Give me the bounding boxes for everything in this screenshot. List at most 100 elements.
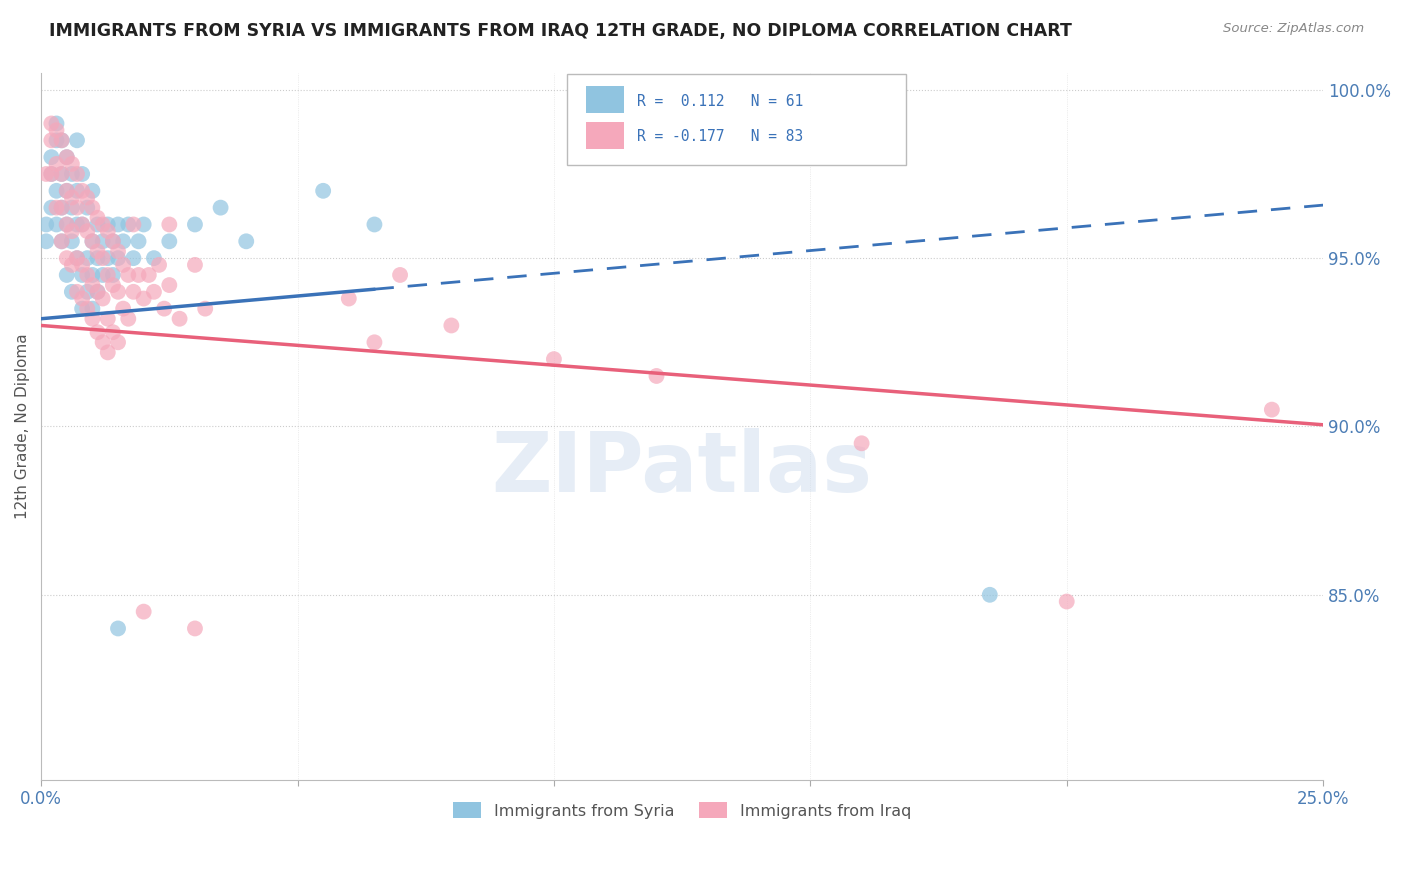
- Point: [82, 235, 104, 249]
- Point: [51, 167, 73, 181]
- Point: [66, 167, 89, 181]
- Point: [157, 278, 180, 293]
- Point: [70, 258, 93, 272]
- Point: [60, 285, 83, 299]
- Point: [41, 150, 63, 164]
- Point: [60, 157, 83, 171]
- Point: [86, 325, 108, 339]
- Point: [66, 251, 89, 265]
- Point: [169, 311, 191, 326]
- Point: [45, 123, 67, 137]
- Point: [82, 268, 104, 282]
- Point: [86, 244, 108, 259]
- Point: [55, 150, 77, 164]
- Point: [128, 268, 150, 282]
- Point: [66, 201, 89, 215]
- Point: [86, 251, 108, 265]
- Point: [645, 368, 668, 383]
- Point: [45, 116, 67, 130]
- Point: [91, 268, 114, 282]
- Point: [55, 184, 77, 198]
- Point: [82, 278, 104, 293]
- Point: [60, 235, 83, 249]
- Point: [51, 133, 73, 147]
- Point: [157, 235, 180, 249]
- Point: [86, 285, 108, 299]
- Point: [91, 218, 114, 232]
- Point: [60, 224, 83, 238]
- Point: [97, 268, 120, 282]
- Point: [66, 251, 89, 265]
- Point: [1261, 402, 1284, 417]
- Point: [82, 184, 104, 198]
- Point: [55, 268, 77, 282]
- Bar: [586, 87, 624, 113]
- Point: [132, 218, 155, 232]
- Text: ZIPatlas: ZIPatlas: [492, 428, 873, 509]
- Point: [851, 436, 873, 450]
- Point: [132, 605, 155, 619]
- Point: [363, 335, 385, 350]
- Point: [153, 301, 176, 316]
- Point: [112, 301, 135, 316]
- Point: [107, 218, 129, 232]
- Point: [107, 622, 129, 636]
- Text: Source: ZipAtlas.com: Source: ZipAtlas.com: [1223, 22, 1364, 36]
- Point: [55, 251, 77, 265]
- Point: [51, 235, 73, 249]
- Point: [337, 292, 360, 306]
- Point: [70, 218, 93, 232]
- Point: [97, 218, 120, 232]
- Point: [45, 184, 67, 198]
- Point: [66, 184, 89, 198]
- Point: [128, 235, 150, 249]
- Point: [117, 311, 139, 326]
- Point: [97, 345, 120, 359]
- Point: [55, 150, 77, 164]
- Point: [41, 133, 63, 147]
- Point: [112, 258, 135, 272]
- Point: [184, 218, 207, 232]
- Point: [35, 235, 58, 249]
- Point: [112, 235, 135, 249]
- Point: [440, 318, 463, 333]
- Text: R =  0.112   N = 61: R = 0.112 N = 61: [637, 94, 803, 109]
- Point: [101, 268, 124, 282]
- Point: [117, 218, 139, 232]
- Text: R = -0.177   N = 83: R = -0.177 N = 83: [637, 129, 803, 145]
- Point: [76, 224, 98, 238]
- Y-axis label: 12th Grade, No Diploma: 12th Grade, No Diploma: [15, 334, 30, 519]
- Point: [82, 235, 104, 249]
- Point: [142, 285, 165, 299]
- Point: [132, 292, 155, 306]
- Point: [107, 251, 129, 265]
- Point: [35, 218, 58, 232]
- Point: [107, 285, 129, 299]
- Point: [209, 201, 232, 215]
- Point: [101, 278, 124, 293]
- Point: [41, 116, 63, 130]
- Point: [97, 224, 120, 238]
- Point: [45, 201, 67, 215]
- Point: [1056, 594, 1078, 608]
- Point: [76, 301, 98, 316]
- Legend: Immigrants from Syria, Immigrants from Iraq: Immigrants from Syria, Immigrants from I…: [446, 796, 918, 825]
- Point: [51, 201, 73, 215]
- Point: [86, 285, 108, 299]
- Point: [122, 251, 145, 265]
- Point: [60, 190, 83, 204]
- Point: [41, 167, 63, 181]
- Point: [70, 218, 93, 232]
- Point: [82, 301, 104, 316]
- Point: [157, 218, 180, 232]
- Point: [41, 201, 63, 215]
- Point: [363, 218, 385, 232]
- Point: [142, 251, 165, 265]
- Point: [76, 201, 98, 215]
- Point: [148, 258, 170, 272]
- Point: [76, 190, 98, 204]
- Point: [389, 268, 412, 282]
- Point: [60, 167, 83, 181]
- Point: [70, 167, 93, 181]
- Point: [51, 167, 73, 181]
